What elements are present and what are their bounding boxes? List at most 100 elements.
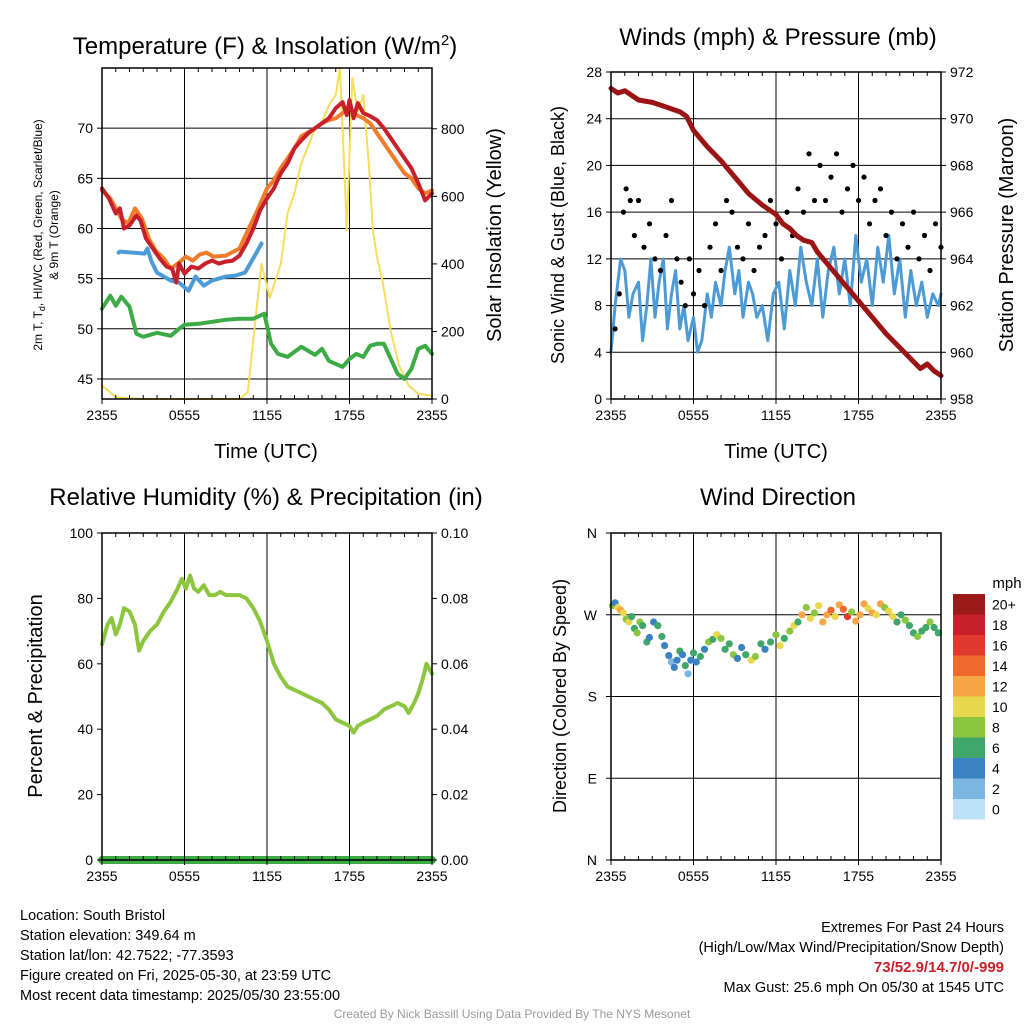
gust-point [795,186,801,192]
wind-direction-point [802,603,810,612]
wind-direction-point [823,611,831,619]
humidity-y-right-tick-label: 0.08 [441,590,468,606]
extremes-subtitle: (High/Low/Max Wind/Precipitation/Snow De… [698,940,1004,956]
wind-direction-point [738,643,746,652]
temperature-chart-title: Temperature (F) & Insolation (W/m2) [73,32,457,60]
wind-direction-point [864,604,872,613]
wind-direction-point [872,611,881,619]
winds-y-tick-label: 16 [586,204,602,220]
wind-direction-chart-title: Wind Direction [700,484,856,511]
wind-direction-point [761,645,769,653]
wind-direction-point [757,640,765,648]
temperature-x-tick-label: 1155 [252,407,282,423]
gust-point [712,221,719,227]
wind-direction-point [658,632,666,641]
humidity-line [100,573,434,735]
wind-direction-point [681,662,689,670]
wind-direction-point [673,656,681,664]
wind-direction-point [930,623,938,632]
gust-point [899,221,906,227]
wind-direction-point [645,633,654,642]
humidity-panel: Relative Humidity (%) & Precipitation (i… [25,484,483,884]
colorbar-swatch [953,614,985,635]
gust-point [631,232,638,239]
humidity-y-tick-label: 80 [77,590,93,606]
humidity-y-tick-label: 40 [77,721,93,737]
temperature-y-tick-label: 50 [77,321,93,337]
wind-direction-y-tick-label: N [587,852,597,868]
winds-y-right-tick-label: 958 [950,391,974,407]
gust-point [784,209,790,215]
gust-point [701,303,708,309]
wind-direction-point [926,618,934,626]
temperature-y-axis-label-right: Solar Insolation (Yellow) [484,128,506,342]
gust-point [627,197,633,204]
gust-point [921,232,928,239]
wind-direction-point [619,609,628,617]
colorbar-swatch [953,799,985,820]
wind-direction-point [684,670,692,678]
gust-point [773,221,779,227]
gust-point [833,151,840,157]
humidity-y-right-tick-label: 0.00 [441,852,468,868]
wind-direction-y-tick-label: E [588,770,597,786]
colorbar-swatch [953,635,985,656]
gust-point [652,256,658,262]
humidity-y-right-tick-label: 0.10 [441,525,468,541]
colorbar-swatch [953,717,985,738]
wind-direction-x-tick-label: 2355 [595,868,626,884]
wind-direction-point [692,658,700,666]
temperature-y-tick-label: 45 [77,371,93,387]
wind-direction-point [625,618,633,626]
temperature-y-right-tick-label: 0 [441,391,449,407]
winds-y-tick-label: 8 [594,298,602,314]
wind-direction-point [717,634,725,643]
temperature-y-tick-label: 55 [77,271,93,287]
wind-direction-point [914,632,922,641]
humidity-y-right-tick-label: 0.02 [441,787,468,803]
gust-point [707,244,713,250]
humidity-y-right-tick-label: 0.06 [441,656,468,672]
humidity-y-right-tick-label: 0.04 [441,721,468,737]
wind-direction-point [721,645,729,653]
gust-point [883,232,889,239]
wind-direction-point [922,623,930,632]
gust-point [822,197,829,204]
wind-direction-point [733,654,742,663]
wind-direction-point [901,616,909,624]
wind-direction-point [889,613,897,621]
temperature-x-axis-label: Time (UTC) [214,441,318,463]
colorbar-label: 0 [992,801,1000,817]
gust-point [817,162,823,168]
winds-y-right-tick-label: 964 [950,251,974,267]
gust-point [910,209,917,215]
temperature-x-tick-label: 1755 [334,407,365,423]
wind-direction-x-tick-label: 2355 [925,868,956,884]
gust-point [745,221,752,227]
winds-y-axis-label: Sonic Wind & Gust (Blue, Black) [548,106,568,364]
colorbar-label: 8 [992,719,1000,735]
wind-direction-y-tick-label: N [587,525,597,541]
colorbar-swatch [953,778,985,799]
wind-direction-point [897,611,905,619]
gust-point [762,232,768,239]
colorbar-label: 2 [992,781,1000,797]
gust-point [811,197,818,204]
winds-x-axis-label: Time (UTC) [724,441,828,463]
gust-point [657,267,664,274]
gust-point [663,232,669,239]
wind-direction-point [751,652,760,661]
winds-y-axis-label-right: Station Pressure (Maroon) [996,118,1018,353]
wind-direction-panel: Wind Direction 2355 0555 1155 1755 2355NESWN… [550,484,1022,884]
wind-direction-point [815,602,823,610]
winds-y-right-tick-label: 972 [950,64,974,80]
temperature-y-tick-label: 65 [77,170,93,186]
colorbar-label: 4 [992,760,1000,776]
gust-point [729,209,735,215]
humidity-x-tick-label: 2355 [86,868,117,884]
wind-direction-x-tick-label: 0555 [678,868,709,884]
gust-point [674,256,680,262]
winds-chart-title: Winds (mph) & Pressure (mb) [619,24,936,51]
colorbar-swatch [953,696,985,717]
